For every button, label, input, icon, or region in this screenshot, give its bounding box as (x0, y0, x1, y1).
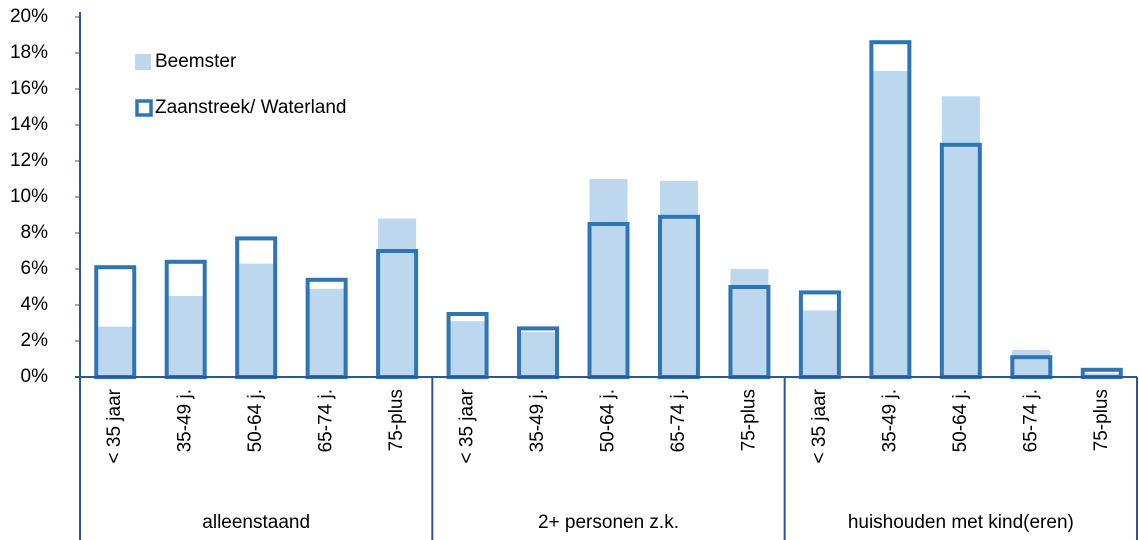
y-tick-label: 16% (10, 78, 48, 99)
y-tick-label: 10% (10, 186, 48, 207)
y-tick-label: 18% (10, 42, 48, 63)
x-tick-label: 50-64 j. (950, 389, 971, 452)
x-tick-label: 50-64 j. (245, 389, 266, 452)
bar (871, 71, 910, 377)
bar (166, 296, 205, 377)
legend-swatch (135, 99, 153, 117)
x-tick-label: 75-plus (1091, 389, 1112, 451)
x-tick-label: 75-plus (738, 389, 759, 451)
legend-swatch (135, 54, 151, 70)
bar (378, 218, 417, 377)
bar (659, 180, 698, 377)
y-tick-label: 12% (10, 150, 48, 171)
y-tick-label: 0% (21, 366, 49, 387)
legend-label: Zaanstreek/ Waterland (155, 97, 347, 118)
y-tick-label: 8% (21, 222, 49, 243)
x-tick-label: 75-plus (386, 389, 407, 451)
bar (1012, 350, 1051, 377)
bar (307, 288, 346, 377)
y-tick-label: 2% (21, 330, 49, 351)
y-tick-label: 20% (10, 6, 48, 27)
x-tick-label: < 35 jaar (104, 388, 125, 463)
x-tick-label: 65-74 j. (1020, 389, 1041, 452)
group-label: alleenstaand (202, 512, 310, 533)
x-tick-label: 35-49 j. (879, 389, 900, 452)
x-tick-label: 65-74 j. (668, 389, 689, 452)
y-tick-label: 6% (21, 258, 49, 279)
bar (237, 263, 276, 377)
bar (589, 179, 628, 377)
bar (96, 326, 135, 377)
group-label: 2+ personen z.k. (538, 512, 679, 533)
y-tick-label: 4% (21, 294, 49, 315)
legend-label: Beemster (155, 51, 237, 72)
y-tick-label: 14% (10, 114, 48, 135)
x-tick-label: 65-74 j. (316, 389, 337, 452)
bar (941, 96, 980, 377)
group-label: huishouden met kind(eren) (848, 512, 1074, 533)
bar (519, 332, 558, 377)
x-tick-label: 50-64 j. (598, 389, 619, 452)
x-tick-label: < 35 jaar (809, 388, 830, 463)
x-tick-label: 35-49 j. (527, 389, 548, 452)
x-tick-label: < 35 jaar (457, 388, 478, 463)
bar (448, 321, 487, 377)
bar (800, 310, 839, 377)
x-tick-label: 35-49 j. (175, 389, 196, 452)
